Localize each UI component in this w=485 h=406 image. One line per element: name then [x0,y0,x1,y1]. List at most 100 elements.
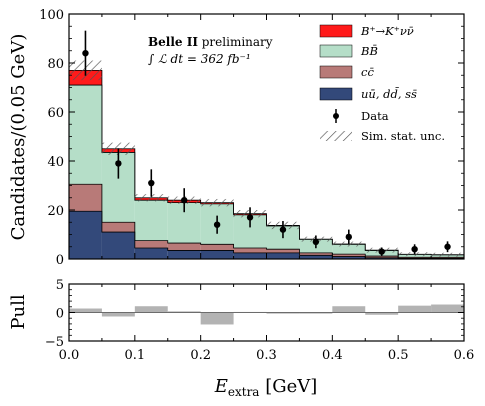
bar-series0-bin4 [200,250,234,259]
unc-band-bin4 [200,198,234,207]
bar-series0-bin2 [134,247,168,259]
bar-series0-bin0 [69,211,102,259]
main-panel: 0 20 40 60 80 100 Belle II preliminary ∫ ℒ dt… [8,8,465,268]
stack-outline-3 [69,69,464,256]
data-points [82,30,451,256]
main-ytick-label-5: 100 [39,8,64,23]
legend-entry-bbbar: BB̄ [319,44,378,58]
main-y-axis-label: Candidates/(0.05 GeV) [8,34,29,241]
bar-series1-bin4 [200,244,234,251]
legend-label-data: Data [361,109,389,123]
pull-y-axis-label: Pull [8,294,29,329]
legend: B⁺→K⁺νν̄ BB̄ cc̄ uū, dd̄, ss̄ Data S [319,24,445,143]
main-ytick-label-3: 60 [47,106,64,121]
pull-ytick-label-1: 0 [56,307,64,322]
bar-series1-bin10 [398,257,432,259]
data-point-3 [181,197,188,204]
legend-swatch-signal [319,24,353,38]
bar-series0-bin9 [365,257,399,259]
pull-bar-4 [200,312,234,325]
legend-label-bbbar: BB̄ [360,44,378,58]
x-tick-label-4: 0.4 [322,348,343,363]
bar-series1-bin3 [167,243,201,251]
data-point-7 [312,238,320,246]
bar-series2-bin0 [69,85,102,185]
legend-label-ccbar: cc̄ [361,65,374,79]
main-ytick-label-4: 80 [47,57,64,72]
stack-outline-1 [69,183,464,258]
bar-series1-bin7 [299,252,333,256]
pull-bar-8 [332,306,366,313]
pull-ytick-label-0: −5 [45,335,64,350]
pull-bars [69,304,464,325]
legend-entry-unc: Sim. stat. unc. [320,129,445,143]
x-tick-label-6: 0.6 [454,348,475,363]
main-axis-ticks: 0 20 40 60 80 100 [39,8,465,268]
x-tick-label-5: 0.5 [388,348,409,363]
legend-label-light-quarks: uū, dd̄, ss̄ [361,87,418,101]
data-point-2 [148,179,155,187]
x-tick-label-3: 0.3 [256,348,277,363]
data-point-5 [246,214,254,221]
legend-swatch-bbbar [319,44,353,58]
data-point-8 [345,233,352,241]
annotation: Belle II preliminary ∫ ℒ dt = 362 fb⁻¹ [148,35,273,66]
bar-series0-bin8 [332,256,366,259]
bar-series0-bin3 [167,250,201,259]
bar-series0-bin6 [266,252,300,259]
legend-data-marker [333,113,339,119]
data-point-6 [279,226,287,233]
bar-series1-bin11 [431,257,464,259]
bar-series1-bin2 [134,240,168,248]
bar-series1-bin5 [233,247,267,253]
unc-band-bin11 [431,252,464,257]
pull-bar-0 [69,308,102,313]
pull-bar-9 [365,312,399,315]
pull-bar-7 [299,312,333,314]
bar-series1-bin8 [332,254,366,257]
annotation-luminosity: ∫ ℒ dt = 362 fb⁻¹ [148,52,251,66]
x-tick-label-0: 0.0 [59,348,80,363]
pull-bar-1 [101,312,135,317]
pull-bar-6 [266,312,300,314]
legend-entry-light-quarks: uū, dd̄, ss̄ [319,87,418,101]
pull-ytick-label-2: 5 [56,278,64,293]
annotation-experiment: Belle II [148,35,198,49]
pull-bar-10 [398,305,432,313]
data-point-9 [378,248,385,255]
bar-series1-bin0 [69,184,102,212]
unc-band-bin10 [398,252,432,257]
bar-series1-bin9 [365,256,399,258]
bar-series0-bin1 [101,232,135,259]
main-ytick-label-1: 20 [47,204,64,219]
legend-label-unc: Sim. stat. unc. [361,129,445,143]
legend-entry-data: Data [333,109,389,123]
bar-series2-bin8 [332,244,366,255]
annotation-status: preliminary [198,35,273,49]
pull-bar-11 [431,304,464,313]
bar-series1-bin6 [266,249,300,253]
bar-series2-bin2 [134,200,168,241]
legend-entry-signal: B⁺→K⁺νν̄ [319,24,414,38]
unc-band-bin2 [134,194,168,202]
main-ytick-label-2: 40 [47,155,64,170]
legend-swatch-unc [320,131,352,141]
bar-series1-bin1 [101,222,135,233]
legend-entry-ccbar: cc̄ [319,65,374,79]
data-point-11 [444,243,451,250]
legend-swatch-light-quarks [319,87,353,101]
x-axis-label: Eextra [GeV] [214,376,318,399]
data-point-10 [411,246,418,253]
bar-series0-bin7 [299,255,333,259]
legend-swatch-ccbar [319,65,353,79]
data-point-1 [115,160,122,167]
x-tick-label-2: 0.2 [190,348,211,363]
pull-axis-ticks: −5 0 5 0.0 0.1 0.2 0.3 0.4 0.5 0.6 [45,278,475,363]
bar-series0-bin5 [233,252,267,259]
x-tick-label-1: 0.1 [124,348,145,363]
data-point-0 [82,50,89,57]
svg-text:Belle II preliminary: Belle II preliminary [148,35,273,49]
pull-panel: −5 0 5 0.0 0.1 0.2 0.3 0.4 0.5 0.6 Pull Eextra [G… [8,278,474,399]
pull-bar-3 [167,311,201,313]
